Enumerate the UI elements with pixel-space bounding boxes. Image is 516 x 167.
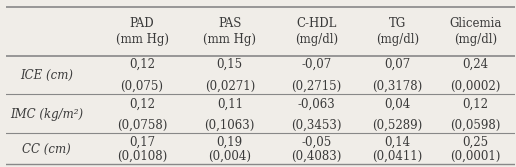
Text: 0,24: 0,24 [462,58,488,71]
Text: (0,0411): (0,0411) [373,150,423,163]
Text: -0,07: -0,07 [301,58,331,71]
Text: 0,11: 0,11 [217,98,243,111]
Text: 0,17: 0,17 [129,135,155,148]
Text: C-HDL
(mg/dl): C-HDL (mg/dl) [295,17,338,46]
Text: (0,2715): (0,2715) [291,79,342,93]
Text: (0,3178): (0,3178) [373,79,423,93]
Text: 0,19: 0,19 [217,135,243,148]
Text: 0,12: 0,12 [129,98,155,111]
Text: PAD
(mm Hg): PAD (mm Hg) [116,17,169,46]
Text: -0,063: -0,063 [297,98,335,111]
Text: -0,05: -0,05 [301,135,331,148]
Text: 0,12: 0,12 [129,58,155,71]
Text: 0,04: 0,04 [384,98,411,111]
Text: Glicemia
(mg/dl): Glicemia (mg/dl) [449,17,502,46]
Text: (0,3453): (0,3453) [291,119,342,132]
Text: IMC (kg/m²): IMC (kg/m²) [10,108,83,121]
Text: (0,0598): (0,0598) [450,119,501,132]
Text: ICE (cm): ICE (cm) [20,69,73,82]
Text: 0,14: 0,14 [384,135,411,148]
Text: (0,0271): (0,0271) [205,79,255,93]
Text: (0,0758): (0,0758) [117,119,167,132]
Text: TG
(mg/dl): TG (mg/dl) [376,17,419,46]
Text: (0,4083): (0,4083) [291,150,342,163]
Text: (0,1063): (0,1063) [204,119,255,132]
Text: (0,0001): (0,0001) [450,150,501,163]
Text: PAS
(mm Hg): PAS (mm Hg) [203,17,256,46]
Text: (0,075): (0,075) [121,79,164,93]
Text: (0,004): (0,004) [208,150,251,163]
Text: (0,0108): (0,0108) [117,150,167,163]
Text: (0,5289): (0,5289) [373,119,423,132]
Text: 0,12: 0,12 [462,98,488,111]
Text: (0,0002): (0,0002) [450,79,501,93]
Text: 0,07: 0,07 [384,58,411,71]
Text: 0,25: 0,25 [462,135,488,148]
Text: CC (cm): CC (cm) [22,143,71,156]
Text: 0,15: 0,15 [217,58,243,71]
